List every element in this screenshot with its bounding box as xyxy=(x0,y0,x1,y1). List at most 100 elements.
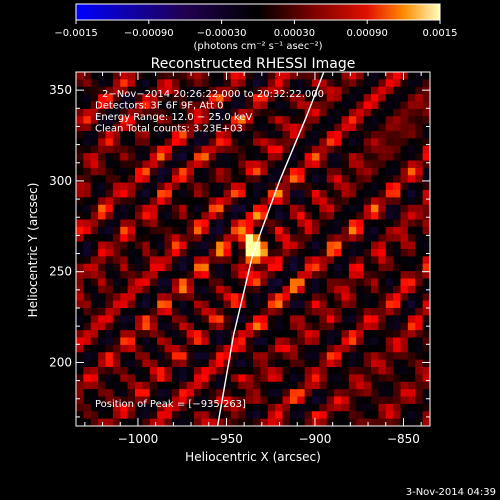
heatmap-cell xyxy=(282,374,291,383)
heatmap-cell xyxy=(304,344,313,353)
heatmap-cell xyxy=(98,219,107,228)
heatmap-cell xyxy=(282,418,291,426)
heatmap-cell xyxy=(341,418,350,426)
heatmap-cell xyxy=(371,86,379,95)
heatmap-cell xyxy=(171,72,180,80)
heatmap-cell xyxy=(105,160,114,169)
heatmap-cell xyxy=(304,212,313,221)
heatmap-cell xyxy=(105,167,114,176)
heatmap-cell xyxy=(348,167,357,176)
heatmap-cell xyxy=(326,72,335,80)
heatmap-cell xyxy=(282,344,291,353)
heatmap-cell xyxy=(208,167,217,176)
heatmap-cell xyxy=(312,182,320,191)
heatmap-cell xyxy=(98,153,107,162)
heatmap-cell xyxy=(326,293,335,302)
heatmap-cell xyxy=(356,374,365,383)
heatmap-cell xyxy=(393,108,402,117)
heatmap-cell xyxy=(275,403,284,412)
heatmap-cell xyxy=(149,131,158,139)
heatmap-cell xyxy=(238,359,247,368)
heatmap-cell xyxy=(275,293,284,302)
heatmap-cell xyxy=(289,330,298,339)
heatmap-cell xyxy=(253,131,261,139)
heatmap-cell xyxy=(105,79,114,88)
heatmap-cell xyxy=(363,396,372,405)
heatmap-cell xyxy=(356,285,365,294)
heatmap-cell xyxy=(83,219,92,228)
heatmap-cell xyxy=(385,212,394,221)
heatmap-cell xyxy=(179,94,188,103)
heatmap-cell xyxy=(304,411,313,420)
heatmap-cell xyxy=(208,374,217,383)
heatmap-cell xyxy=(149,337,158,346)
heatmap-cell xyxy=(334,204,343,213)
heatmap-cell xyxy=(282,131,291,139)
heatmap-cell xyxy=(356,396,365,405)
heatmap-cell xyxy=(90,374,99,383)
heatmap-cell xyxy=(120,249,129,257)
heatmap-cell xyxy=(135,374,143,383)
heatmap-cell xyxy=(400,175,409,184)
heatmap-cell xyxy=(194,374,202,383)
heatmap-cell xyxy=(348,367,357,375)
heatmap-cell xyxy=(260,160,269,169)
heatmap-cell xyxy=(90,108,99,117)
heatmap-cell xyxy=(90,271,99,280)
heatmap-cell xyxy=(149,234,158,243)
heatmap-cell xyxy=(319,138,328,147)
heatmap-cell xyxy=(341,249,350,257)
heatmap-cell xyxy=(127,300,136,309)
heatmap-cell xyxy=(326,396,335,405)
heatmap-cell xyxy=(378,116,387,125)
heatmap-cell xyxy=(385,167,394,176)
colorbar-gradient xyxy=(75,3,441,21)
heatmap-cell xyxy=(208,160,217,169)
heatmap-cell xyxy=(135,403,143,412)
heatmap-cell xyxy=(341,79,350,88)
heatmap-cell xyxy=(127,359,136,368)
heatmap-cell xyxy=(157,234,166,243)
heatmap-cell xyxy=(289,374,298,383)
heatmap-cell xyxy=(76,263,84,272)
heatmap-cell xyxy=(112,330,121,339)
heatmap-cell xyxy=(393,293,402,302)
heatmap-cell xyxy=(194,204,202,213)
heatmap-cell xyxy=(194,271,202,280)
heatmap-cell xyxy=(356,219,365,228)
heatmap-cell xyxy=(326,249,335,257)
heatmap-cell xyxy=(194,86,202,95)
heatmap-cell xyxy=(363,374,372,383)
heatmap-cell xyxy=(90,197,99,206)
heatmap-cell xyxy=(120,123,129,132)
heatmap-cell xyxy=(201,197,210,206)
heatmap-cell xyxy=(127,212,136,221)
heatmap-cell xyxy=(179,116,188,125)
heatmap-cell xyxy=(289,271,298,280)
heatmap-cell xyxy=(385,337,394,346)
heatmap-cell xyxy=(385,160,394,169)
heatmap-cell xyxy=(334,367,343,375)
heatmap-cell xyxy=(112,344,121,353)
heatmap-cell xyxy=(149,167,158,176)
heatmap-cell xyxy=(238,160,247,169)
heatmap-cell xyxy=(171,116,180,125)
heatmap-cell xyxy=(223,94,232,103)
heatmap-cell xyxy=(135,352,143,361)
heatmap-cell xyxy=(201,138,210,147)
heatmap-cell xyxy=(415,226,424,235)
heatmap-cell xyxy=(208,263,217,272)
heatmap-cell xyxy=(253,79,261,88)
heatmap-cell xyxy=(112,271,121,280)
heatmap-cell xyxy=(289,145,298,154)
heatmap-cell xyxy=(393,212,402,221)
heatmap-cell xyxy=(312,389,320,398)
heatmap-cell xyxy=(319,175,328,184)
heatmap-cell xyxy=(201,219,210,228)
heatmap-cell xyxy=(356,123,365,132)
heatmap-cell xyxy=(230,234,239,243)
heatmap-cell xyxy=(356,330,365,339)
heatmap-cell xyxy=(415,175,424,184)
heatmap-cell xyxy=(334,101,343,110)
solar-limb-line xyxy=(216,72,325,426)
